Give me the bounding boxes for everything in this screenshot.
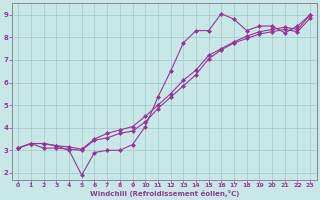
X-axis label: Windchill (Refroidissement éolien,°C): Windchill (Refroidissement éolien,°C) [90,190,239,197]
